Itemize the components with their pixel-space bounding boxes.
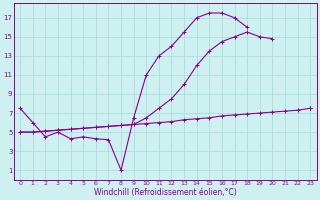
X-axis label: Windchill (Refroidissement éolien,°C): Windchill (Refroidissement éolien,°C) bbox=[94, 188, 236, 197]
